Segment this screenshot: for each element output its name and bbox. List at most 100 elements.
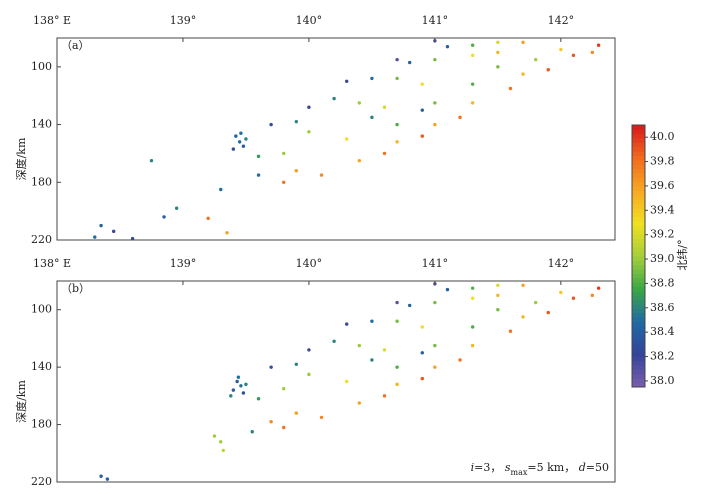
colorbar-segment xyxy=(632,321,645,327)
point xyxy=(382,105,387,109)
point xyxy=(395,365,399,369)
point xyxy=(282,386,286,391)
annotation-part: =50 xyxy=(586,461,609,474)
point xyxy=(234,134,238,138)
point xyxy=(370,115,374,120)
colorbar-segment xyxy=(632,256,645,261)
colorbar-segment xyxy=(632,229,645,235)
x-tick-label: 138° E xyxy=(33,14,71,27)
point xyxy=(244,137,248,141)
point xyxy=(546,310,550,315)
point xyxy=(174,206,179,210)
colorbar-tick-label: 38.6 xyxy=(650,301,675,314)
point xyxy=(571,296,576,300)
point xyxy=(206,216,210,221)
panel-label: （b） xyxy=(61,282,90,295)
colorbar-tick-label: 38.4 xyxy=(650,325,675,338)
point xyxy=(521,315,525,319)
colorbar-segment xyxy=(632,142,645,148)
point xyxy=(395,382,399,387)
point xyxy=(282,425,286,430)
point xyxy=(470,325,475,329)
colorbar-tick-label: 38.2 xyxy=(650,350,675,363)
point xyxy=(345,322,349,326)
colorbar-segment xyxy=(632,334,645,340)
point xyxy=(533,57,538,62)
point xyxy=(269,365,273,369)
colorbar-segment xyxy=(632,360,645,366)
colorbar-segment xyxy=(632,277,645,283)
point xyxy=(420,325,424,329)
point xyxy=(496,308,500,312)
colorbar-tick-label: 39.6 xyxy=(650,179,675,192)
point xyxy=(219,187,223,192)
annotation-part: s xyxy=(505,461,511,474)
point xyxy=(420,376,424,381)
plot-frame xyxy=(56,280,616,483)
point xyxy=(235,379,239,384)
colorbar-tick-label: 38.8 xyxy=(650,276,675,289)
point xyxy=(99,474,103,478)
point xyxy=(130,236,135,241)
point xyxy=(559,47,563,52)
colorbar-segment xyxy=(632,242,645,248)
y-tick-label: 140 xyxy=(31,360,52,373)
colorbar-segment xyxy=(632,181,645,187)
colorbar-segment xyxy=(632,290,645,296)
point xyxy=(357,158,362,163)
colorbar-segment xyxy=(632,151,645,157)
point xyxy=(470,101,475,105)
x-tick-label: 141° xyxy=(422,14,449,27)
point xyxy=(496,50,500,55)
point xyxy=(395,76,399,81)
colorbar-segment xyxy=(632,186,645,191)
point xyxy=(496,65,500,69)
point xyxy=(239,384,243,388)
x-tick-label: 138° E xyxy=(33,257,71,270)
point xyxy=(236,375,241,379)
point xyxy=(307,372,311,377)
point xyxy=(149,158,154,163)
point xyxy=(241,391,246,395)
point xyxy=(307,348,311,352)
point xyxy=(256,397,261,401)
colorbar-segment xyxy=(632,373,645,379)
x-tick-label: 140° xyxy=(296,14,323,27)
point xyxy=(590,50,595,55)
colorbar-segment xyxy=(632,194,645,200)
colorbar-segment xyxy=(632,212,645,218)
colorbar-segment xyxy=(632,133,645,139)
point xyxy=(496,283,500,288)
point xyxy=(533,300,538,305)
colorbar-segment xyxy=(632,273,645,279)
colorbar-segment xyxy=(632,168,645,174)
point xyxy=(250,430,254,434)
point xyxy=(508,329,513,333)
colorbar-segment xyxy=(632,247,645,253)
colorbar-segment xyxy=(632,299,645,305)
point xyxy=(370,358,374,362)
y-tick-label: 180 xyxy=(31,175,52,188)
point xyxy=(231,388,236,392)
y-tick-label: 220 xyxy=(31,475,52,488)
y-axis-label: 深度/km xyxy=(14,380,28,423)
point xyxy=(269,420,273,424)
colorbar-segment xyxy=(632,325,645,331)
colorbar-segment xyxy=(632,125,645,130)
colorbar-segment xyxy=(632,199,645,205)
point xyxy=(307,130,311,134)
y-tick-label: 140 xyxy=(31,118,52,131)
point xyxy=(269,122,273,127)
point xyxy=(357,343,362,348)
point xyxy=(559,290,563,295)
colorbar-tick-label: 39.4 xyxy=(650,203,675,216)
point xyxy=(395,57,399,62)
colorbar-frame xyxy=(631,124,646,388)
point xyxy=(395,319,399,323)
y-tick-label: 180 xyxy=(31,418,52,431)
point xyxy=(256,173,261,177)
point xyxy=(307,105,311,109)
point xyxy=(470,343,475,348)
point xyxy=(458,358,462,362)
colorbar-segment xyxy=(632,190,645,196)
